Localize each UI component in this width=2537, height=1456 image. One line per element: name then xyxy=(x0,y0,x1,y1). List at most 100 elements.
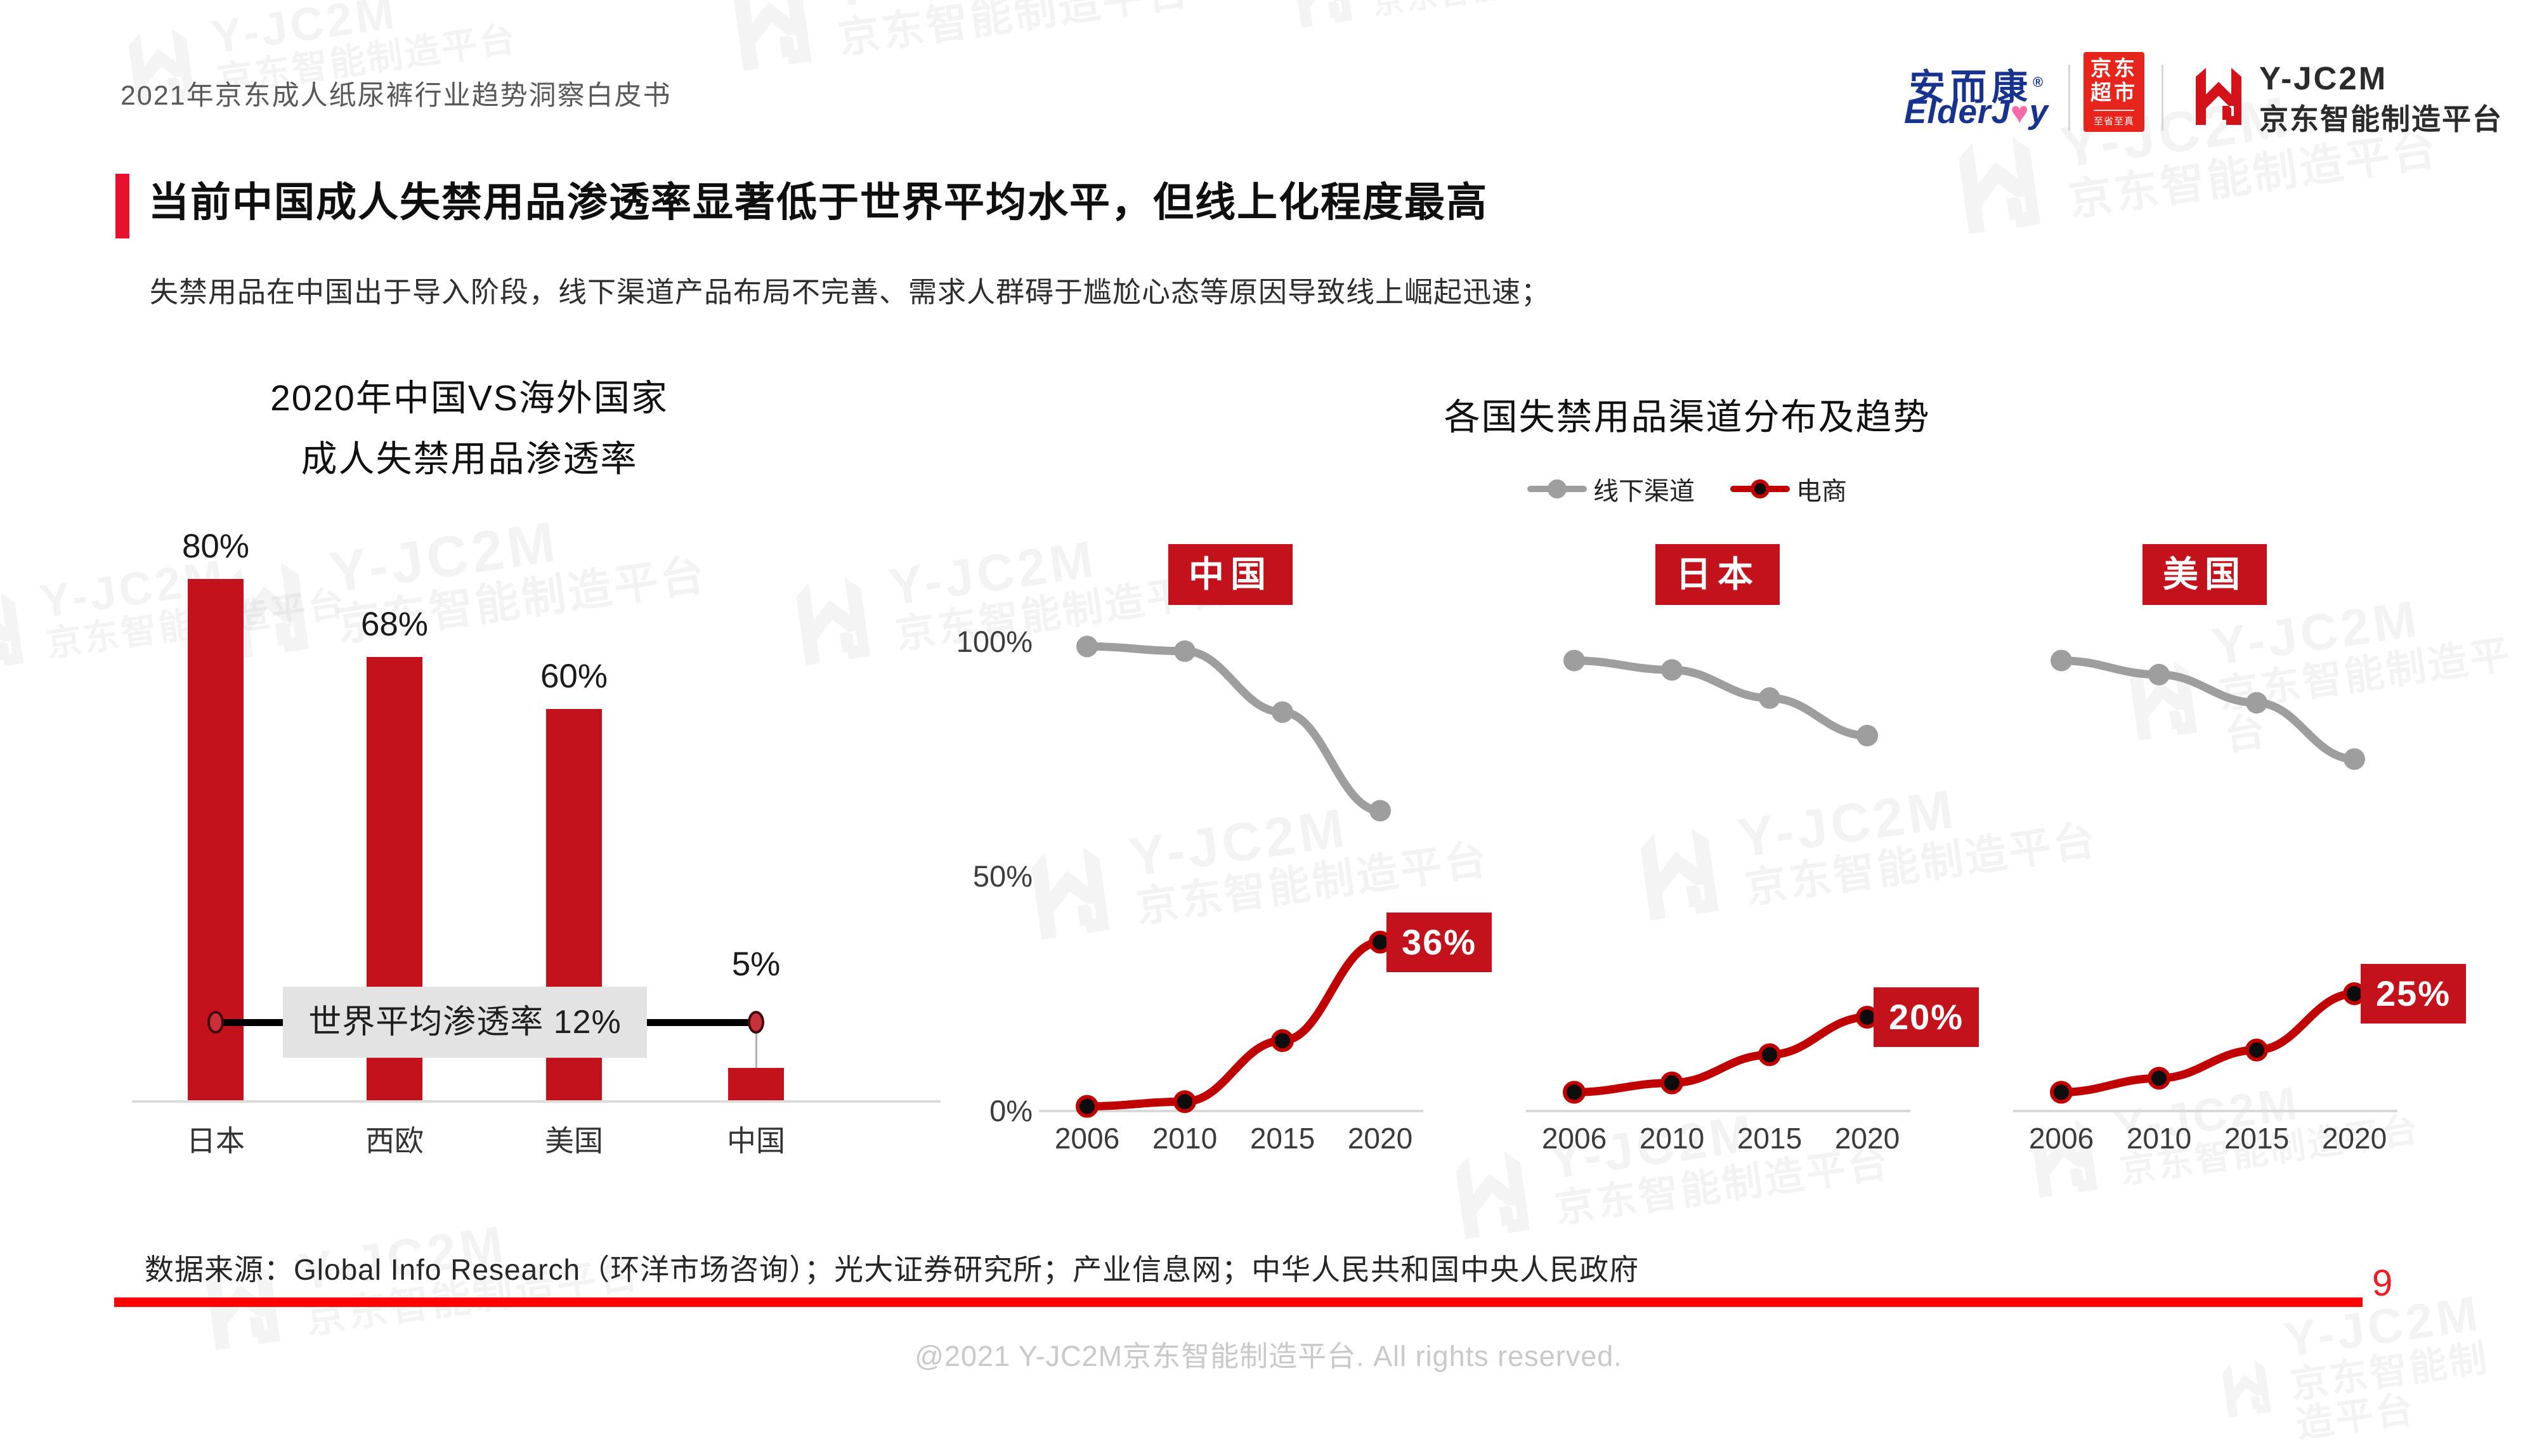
x-axis-line xyxy=(132,1100,941,1103)
data-point-电商 xyxy=(1563,1081,1586,1104)
legend-label: 线下渠道 xyxy=(1593,478,1695,505)
logo-divider xyxy=(2068,65,2070,131)
y-tick-label: 100% xyxy=(956,625,1033,658)
copyright-footer: @2021 Y-JC2M京东智能制造平台. All rights reserve… xyxy=(915,1340,1622,1372)
world-average-marker xyxy=(748,1011,764,1034)
jd-logo-line1: 京东 xyxy=(2090,56,2137,81)
category-label: 日本 xyxy=(186,1124,245,1157)
country-label: 美国 xyxy=(2142,544,2267,605)
data-point-线下渠道 xyxy=(1856,725,1878,746)
registered-mark: ® xyxy=(2033,74,2044,90)
logo-divider xyxy=(2162,65,2163,131)
footer-divider-line xyxy=(114,1297,2363,1307)
jd-logo-slogan: 至省至真 xyxy=(2093,109,2134,127)
elderjoy-cn-text: 安而康® xyxy=(1909,67,2044,108)
bar-value-label: 5% xyxy=(731,946,781,983)
x-tick-label: 2020 xyxy=(1347,1122,1413,1155)
line-panel-plot xyxy=(2013,649,2397,1112)
data-point-线下渠道 xyxy=(1076,635,1098,658)
x-tick-label: 2006 xyxy=(1054,1122,1120,1155)
reference-connector-line xyxy=(755,1032,757,1068)
series-line-电商 xyxy=(2057,989,2359,1096)
line-panel-plot xyxy=(1039,635,1423,1118)
country-label: 日本 xyxy=(1655,544,1780,605)
category-label: 美国 xyxy=(545,1124,603,1157)
watermark-brand: Y-JC2M xyxy=(827,0,1187,19)
jd-logo-line2: 超市 xyxy=(2090,81,2137,104)
data-point-线下渠道 xyxy=(2148,663,2170,686)
elderjoy-en-text: ElderJ♥y xyxy=(1904,93,2049,131)
watermark-brand: Y-JC2M xyxy=(208,0,401,63)
line-panel-日本: 日本 20% 2006 2010 2015 2020 xyxy=(1521,533,1979,1173)
legend-item-电商: 电商 xyxy=(1730,471,1847,507)
data-point-电商 xyxy=(1660,1071,1683,1095)
series-end-value-label: 25% xyxy=(2361,964,2467,1024)
data-point-线下渠道 xyxy=(1563,649,1585,672)
legend-marker-dot xyxy=(1548,479,1567,498)
yjc2m-logo-name: Y-JC2M xyxy=(2259,60,2388,96)
watermark: Y-JC2M京东智能制造平台 xyxy=(717,0,1194,78)
x-tick-label: 2015 xyxy=(1737,1122,1803,1155)
page-title: 当前中国成人失禁用品渗透率显著低于世界平均水平，但线上化程度最高 xyxy=(148,179,1488,225)
watermark-logo-icon xyxy=(1958,137,2040,235)
watermark-logo-icon xyxy=(733,0,812,71)
legend-line-swatch xyxy=(1527,479,1587,498)
data-point-电商 xyxy=(2050,1081,2073,1104)
series-line-线下渠道 xyxy=(1570,656,1872,740)
bar-chart-title-line1: 2020年中国VS海外国家 xyxy=(270,378,668,419)
watermark-logo-icon xyxy=(1293,0,1353,28)
legend-line-swatch xyxy=(1730,479,1790,498)
watermark-subtitle: 京东智能制造平台 xyxy=(835,0,1194,62)
data-point-电商 xyxy=(1758,1043,1781,1067)
chart-legend: 线下渠道 电商 xyxy=(1395,471,1979,507)
data-point-线下渠道 xyxy=(1369,800,1391,822)
x-tick-label: 2010 xyxy=(1639,1122,1705,1155)
legend-item-线下渠道: 线下渠道 xyxy=(1527,471,1695,507)
data-point-电商 xyxy=(2245,1038,2268,1062)
penetration-bar-chart: 2020年中国VS海外国家 成人失禁用品渗透率 日本 西欧 美国 中国 世界平均渗透率 … xyxy=(95,355,941,1180)
bar-中国 xyxy=(728,1068,784,1100)
series-line-电商 xyxy=(1570,1013,1872,1096)
x-tick-label: 2015 xyxy=(2224,1122,2290,1155)
page-number: 9 xyxy=(2372,1263,2393,1304)
bar-value-label: 68% xyxy=(360,606,429,643)
series-line-电商 xyxy=(1083,938,1385,1111)
data-point-电商 xyxy=(1271,1029,1294,1052)
y-tick-label: 50% xyxy=(972,859,1033,893)
data-point-线下渠道 xyxy=(1272,701,1293,723)
x-tick-label: 2010 xyxy=(2126,1122,2192,1155)
data-point-线下渠道 xyxy=(2344,748,2365,770)
x-tick-label: 2020 xyxy=(2321,1122,2387,1155)
x-tick-label: 2010 xyxy=(1152,1122,1218,1155)
yjc2m-logo-subtitle: 京东智能制造平台 xyxy=(2259,103,2503,136)
world-average-marker xyxy=(207,1011,224,1034)
jd-supermarket-logo: 京东 超市 至省至真 xyxy=(2084,52,2144,132)
x-tick-label: 2006 xyxy=(2028,1122,2094,1155)
yjc2m-logo-icon xyxy=(2187,58,2250,133)
data-point-电商 xyxy=(2148,1067,2170,1090)
legend-label: 电商 xyxy=(1796,478,1847,505)
watermark-subtitle: 京东智能制造平台 xyxy=(1370,0,1639,21)
data-point-线下渠道 xyxy=(1759,687,1780,709)
x-tick-label: 2006 xyxy=(1541,1122,1607,1155)
heart-icon: ♥ xyxy=(2011,96,2030,130)
legend-marker-dot xyxy=(1751,479,1770,498)
watermark-subtitle: 京东智能制造平台 xyxy=(2065,124,2442,225)
series-end-value-label: 36% xyxy=(1386,912,1492,972)
data-point-电商 xyxy=(1173,1090,1196,1114)
watermark-text: Y-JC2M京东智能制造平台 xyxy=(1364,0,1639,21)
watermark: Y-JC2M京东智能制造平台 xyxy=(1281,0,1639,34)
header-doc-title: 2021年京东成人纸尿裤行业趋势洞察白皮书 xyxy=(121,81,672,111)
data-point-电商 xyxy=(1076,1095,1099,1118)
x-tick-label: 2020 xyxy=(1834,1122,1900,1155)
line-panel-plot xyxy=(1526,649,1910,1112)
x-tick-label: 2015 xyxy=(1249,1122,1315,1155)
world-average-label: 世界平均渗透率 12% xyxy=(283,987,647,1058)
series-end-value-label: 20% xyxy=(1874,987,1979,1047)
y-tick-label: 0% xyxy=(989,1094,1033,1128)
line-chart-title: 各国失禁用品渠道分布及趋势 xyxy=(1444,397,1931,438)
data-source: 数据来源：Global Info Research（环洋市场咨询）；光大证券研究… xyxy=(145,1253,1640,1286)
country-label: 中国 xyxy=(1168,544,1293,605)
line-panel-中国: 中国 36% 2006 2010 2015 2020 xyxy=(1034,533,1492,1173)
